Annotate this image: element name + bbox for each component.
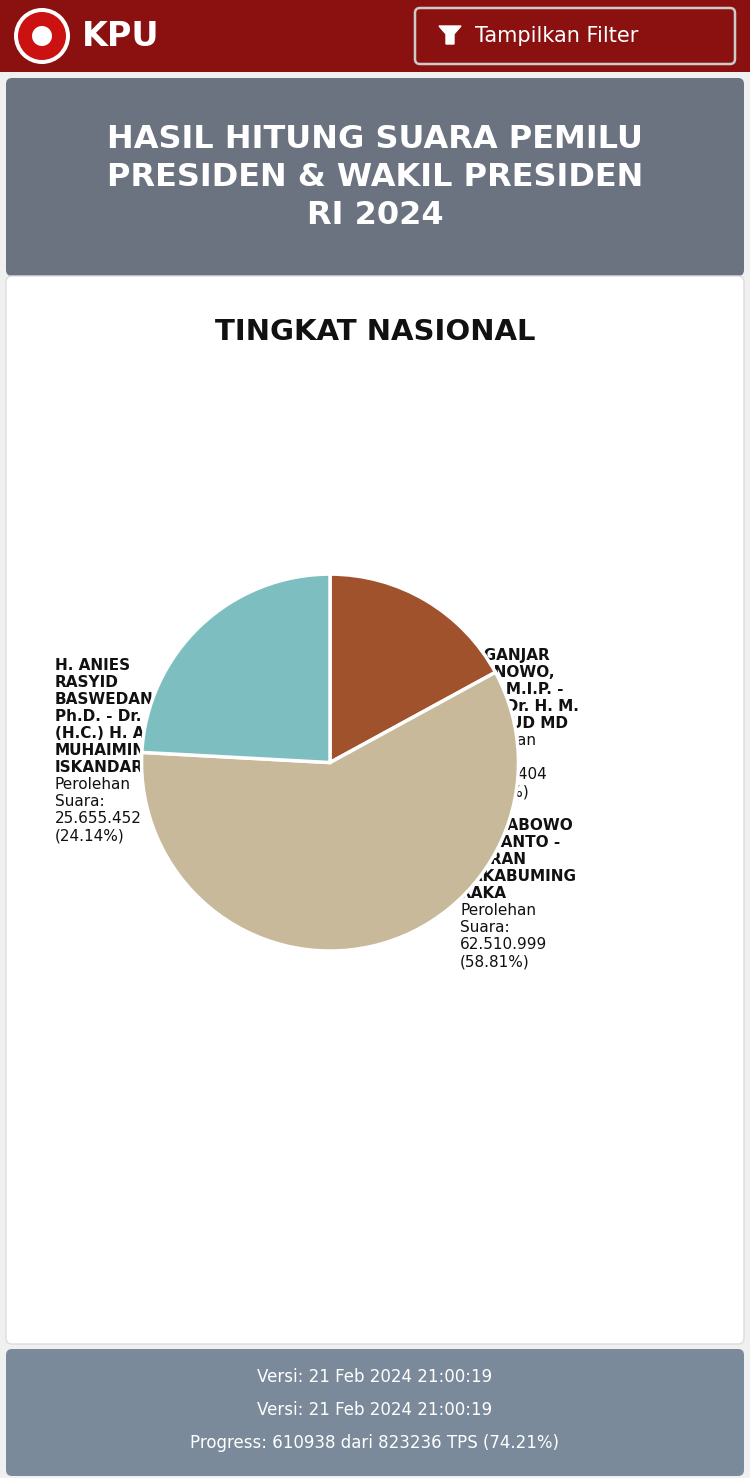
Text: (58.81%): (58.81%) [460,955,530,970]
Text: (H.C.) H. A.: (H.C.) H. A. [55,726,150,740]
Text: 62.510.999: 62.510.999 [460,937,548,952]
FancyBboxPatch shape [6,276,744,1344]
Text: PRANOWO,: PRANOWO, [460,665,556,680]
Text: TINGKAT NASIONAL: TINGKAT NASIONAL [214,318,536,346]
FancyBboxPatch shape [6,1349,744,1477]
Text: Suara:: Suara: [460,921,510,936]
Text: H. GANJAR: H. GANJAR [460,647,550,664]
Text: SUBIANTO -: SUBIANTO - [460,835,560,850]
Text: GIBRAN: GIBRAN [460,853,526,868]
Text: RAKABUMING: RAKABUMING [460,869,577,884]
Wedge shape [142,672,518,950]
Text: Perolehan: Perolehan [55,777,131,792]
Text: Ph.D. - Dr.: Ph.D. - Dr. [55,709,141,724]
Text: S.H., M.I.P. -: S.H., M.I.P. - [460,683,563,698]
Text: (24.14%): (24.14%) [55,829,125,844]
Text: Versi: 21 Feb 2024 21:00:19: Versi: 21 Feb 2024 21:00:19 [257,1401,493,1419]
Polygon shape [439,27,461,44]
Text: 18.121.404: 18.121.404 [460,767,547,782]
Text: HASIL HITUNG SUARA PEMILU: HASIL HITUNG SUARA PEMILU [107,124,643,155]
Text: RAKA: RAKA [460,887,507,902]
Text: H. PRABOWO: H. PRABOWO [460,817,573,834]
Wedge shape [142,573,330,763]
Text: MAHFUD MD: MAHFUD MD [460,717,568,732]
Bar [0,0,750,72]
Text: 25.655.452: 25.655.452 [55,811,142,826]
Circle shape [18,12,66,61]
Wedge shape [330,573,496,763]
FancyBboxPatch shape [6,78,744,276]
Text: KPU: KPU [82,19,160,53]
Text: Suara:: Suara: [460,751,510,766]
Text: Perolehan: Perolehan [460,733,536,748]
Circle shape [14,7,70,64]
Text: BASWEDAN,: BASWEDAN, [55,692,159,706]
Text: Progress: 610938 dari 823236 TPS (74.21%): Progress: 610938 dari 823236 TPS (74.21%… [190,1434,560,1451]
Text: (17.05%): (17.05%) [460,785,530,800]
Text: RASYID: RASYID [55,675,118,690]
Text: Prof. Dr. H. M.: Prof. Dr. H. M. [460,699,579,714]
Text: ISKANDAR: ISKANDAR [55,760,144,776]
FancyBboxPatch shape [415,7,735,64]
Text: MUHAIMIN: MUHAIMIN [55,743,146,758]
Text: Perolehan: Perolehan [460,903,536,918]
Text: RI 2024: RI 2024 [307,200,443,231]
Circle shape [32,27,52,46]
Text: Versi: 21 Feb 2024 21:00:19: Versi: 21 Feb 2024 21:00:19 [257,1369,493,1386]
Text: Suara:: Suara: [55,794,104,810]
Text: Tampilkan Filter: Tampilkan Filter [475,27,638,46]
Text: PRESIDEN & WAKIL PRESIDEN: PRESIDEN & WAKIL PRESIDEN [106,161,644,192]
Text: H. ANIES: H. ANIES [55,658,130,672]
